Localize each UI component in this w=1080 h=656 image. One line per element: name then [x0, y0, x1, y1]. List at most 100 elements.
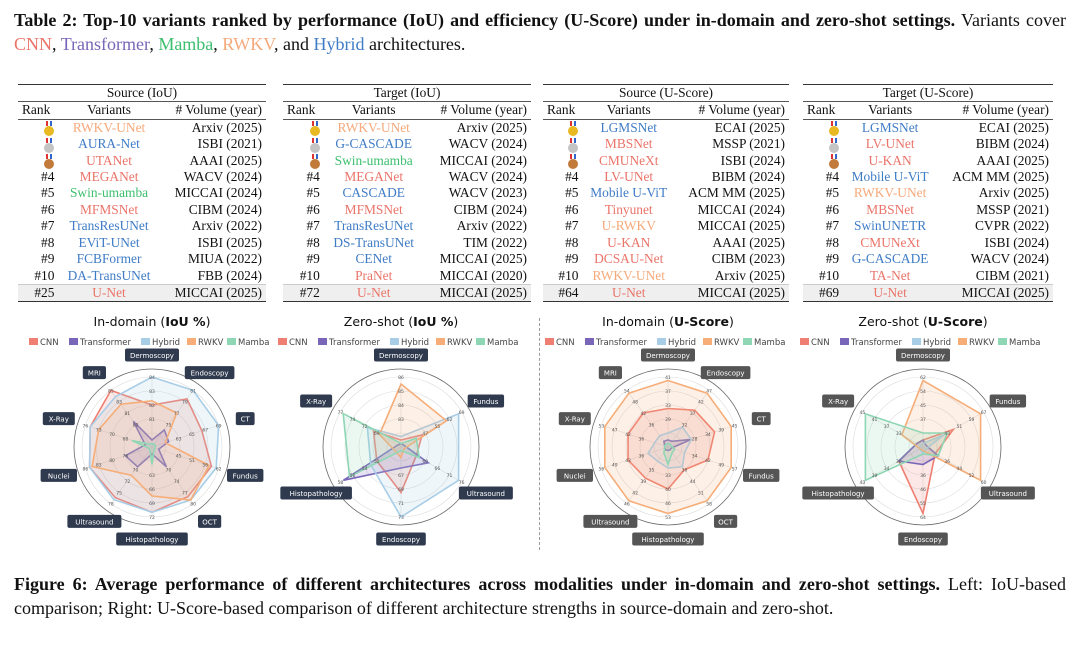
axis-tick-label: 53 — [665, 515, 671, 521]
legend-label: CNN — [289, 338, 308, 348]
axis-tick-label: 72 — [149, 515, 155, 521]
table-row: #6 MBSNet MSSP (2021) — [803, 202, 1053, 218]
variant-name: CMUNeXt — [860, 234, 920, 250]
axis-tick-label: 46 — [624, 502, 630, 508]
series-rwkv-polygon — [900, 379, 982, 482]
axis-label-histopathology: Histopathology — [802, 486, 874, 500]
outer-ring — [322, 368, 480, 526]
axis-label-text: MRI — [88, 370, 101, 378]
volume-year: MICCAI (2025) — [697, 218, 785, 234]
rank-cell: #7 — [543, 218, 582, 234]
chart-title: In-domain (IoU %) — [94, 314, 211, 329]
table-row: #5 CASCADE WACV (2023) — [283, 185, 531, 201]
variant-name: DA-TransUNet — [67, 267, 151, 283]
outer-ring — [844, 368, 1002, 526]
rank-cell: #5 — [543, 185, 582, 201]
legend-item: Mamba — [227, 338, 269, 348]
chart-title: In-domain (U-Score) — [602, 314, 734, 329]
axis-tick-label: 45 — [176, 454, 182, 460]
axis-tick-label: 55 — [920, 501, 926, 507]
axis-label-fundus: Fundus — [467, 394, 505, 408]
axis-label-text: X-Ray — [828, 398, 848, 406]
axis-tick-label: 34 — [692, 454, 698, 460]
legend-label: RWKV — [969, 338, 995, 348]
axis-tick-label: 72 — [362, 424, 368, 430]
rank: #4 — [306, 169, 320, 185]
axis-label-badge — [42, 412, 75, 426]
chart-title-suffix: ) — [983, 314, 988, 329]
volume-year: ECAI (2025) — [714, 119, 785, 135]
variant-name: RWKV-UNet — [72, 119, 146, 135]
table-title: Target (IoU) — [283, 83, 531, 103]
volume-year: ISBI (2024) — [984, 234, 1049, 250]
axis-label-text: X-Ray — [306, 398, 326, 406]
table-row: #6 MFMSNet CIBM (2024) — [283, 202, 531, 218]
volume-year: Arxiv (2022) — [456, 218, 527, 234]
rank-cell: #8 — [283, 235, 324, 251]
rank: #8 — [825, 234, 840, 250]
axis-tick-label: 28 — [692, 436, 698, 442]
chart-title-suffix: ) — [729, 314, 734, 329]
variant-name: EViT-UNet — [78, 234, 140, 250]
variant-name: RWKV-UNet — [337, 119, 410, 135]
volume-year: MICCAI (2025) — [674, 283, 789, 303]
figure-caption-bold: Figure 6: Average performance of differe… — [14, 574, 940, 594]
axis-label-text: Endoscopy — [382, 536, 420, 544]
axis-tick-label: 69 — [149, 501, 155, 507]
axis-tick-label: 59 — [969, 417, 975, 423]
axis-tick-label: 67 — [398, 473, 404, 479]
axis-label-fundus: Fundus — [743, 468, 780, 482]
axis-label-text: Histopathology — [290, 490, 343, 498]
ranking-table: Source (U-Score) Rank Variants # Volume (ye… — [543, 83, 789, 303]
rank: #5 — [825, 185, 840, 201]
rank-cell: #9 — [283, 251, 324, 267]
legend-item: CNN — [29, 338, 59, 348]
rank-cell: #69 — [803, 283, 844, 303]
axis-label-badge — [467, 394, 505, 408]
axis-label-text: X-Ray — [565, 416, 585, 424]
axis-tick-label: 60 — [981, 480, 987, 486]
volume-year: CIBM (2024) — [188, 201, 262, 217]
rank-cell: #7 — [803, 218, 843, 234]
rank: #10 — [558, 267, 579, 283]
variant-name: U-KAN — [607, 234, 651, 250]
series-rwkv-polygon — [378, 382, 448, 460]
axis-tick-label: 80 — [133, 422, 139, 428]
volume-year: MICCAI (2020) — [439, 267, 527, 283]
axis-spoke — [667, 425, 735, 448]
table-row: #6 Tinyunet MICCAI (2024) — [543, 202, 789, 218]
rank: #5 — [41, 185, 55, 201]
volume-year: Arxiv (2022) — [191, 218, 262, 234]
axis-tick-label: 42 — [705, 458, 711, 464]
axis-tick-label: 30 — [896, 459, 902, 465]
variant-name: MEGANet — [344, 169, 404, 185]
bronze-medal-icon — [309, 154, 320, 170]
chart-title: Zero-shot (U-Score) — [858, 314, 987, 329]
ranking-table: Source (IoU) Rank Variants # Volume (year) R… — [18, 83, 266, 303]
chart-title-prefix: Zero-shot ( — [344, 314, 413, 329]
legend-label: CNN — [811, 338, 830, 348]
variant-name: Swin-umamba — [69, 185, 149, 201]
table-row: #72 U-Net MICCAI (2025) — [283, 283, 531, 303]
axis-tick-label: 81 — [124, 411, 130, 417]
legend-swatch — [585, 338, 594, 345]
legend-label: Mamba — [487, 338, 518, 348]
table-row: #9 DCSAU-Net CIBM (2023) — [543, 251, 789, 267]
axis-label-badge — [598, 366, 622, 380]
table-row: #5 Mobile U-ViT ACM MM (2025) — [543, 185, 789, 201]
table-row: #69 U-Net MICCAI (2025) — [803, 283, 1053, 303]
axis-label-badge — [280, 486, 352, 500]
column-header: Variants — [323, 101, 424, 120]
axis-spoke — [862, 411, 924, 448]
axis-label-ultrasound: Ultrasound — [67, 514, 122, 528]
axis-tick-label: 70 — [109, 432, 115, 438]
axis-tick-label: 77 — [174, 411, 180, 417]
rank: #69 — [819, 284, 840, 300]
table-title: Source (IoU) — [18, 83, 266, 103]
outer-ring — [589, 368, 747, 526]
table-row: #9 FCBFormer MIUA (2022) — [18, 251, 266, 267]
legend-label: Transformer — [595, 338, 648, 348]
legend-label: Mamba — [754, 338, 785, 348]
table-row: #7 SwinUNETR CVPR (2022) — [803, 218, 1053, 234]
rank: #25 — [34, 284, 55, 300]
